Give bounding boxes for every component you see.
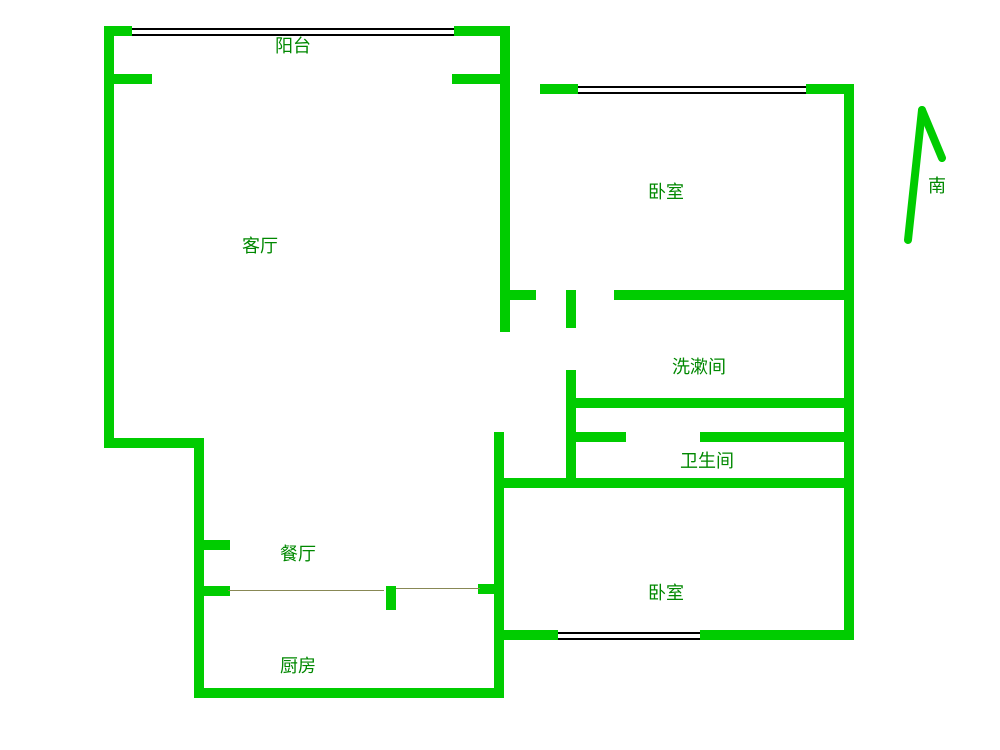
wall-segment xyxy=(700,630,854,640)
wall-segment xyxy=(386,586,396,610)
wall-segment xyxy=(566,398,854,408)
wall-segment xyxy=(194,438,204,696)
wall-segment xyxy=(194,586,230,596)
window-line xyxy=(132,28,454,30)
wall-segment xyxy=(194,688,504,698)
label-bedroom-top: 卧室 xyxy=(648,178,684,204)
wall-segment xyxy=(566,290,576,328)
wall-segment xyxy=(806,84,854,94)
wall-segment xyxy=(700,432,854,442)
wall-segment xyxy=(194,540,230,550)
wall-segment xyxy=(540,84,578,94)
wall-segment xyxy=(478,584,504,594)
wall-segment xyxy=(104,74,152,84)
label-balcony: 阳台 xyxy=(275,32,311,58)
compass-label: 南 xyxy=(928,172,946,198)
label-living-room: 客厅 xyxy=(242,232,278,258)
wall-segment xyxy=(494,630,558,640)
wall-segment xyxy=(566,370,576,488)
window-line xyxy=(558,632,700,634)
window-line xyxy=(578,92,806,94)
label-dining-room: 餐厅 xyxy=(280,540,316,566)
wall-segment xyxy=(500,290,536,300)
wall-segment xyxy=(844,84,854,640)
wall-segment xyxy=(566,432,626,442)
wall-segment xyxy=(494,478,854,488)
label-bedroom-bottom: 卧室 xyxy=(648,579,684,605)
window-line xyxy=(578,86,806,88)
floorplan-canvas: 阳台 客厅 卧室 洗漱间 卫生间 卧室 餐厅 厨房 南 xyxy=(0,0,1000,750)
label-bathroom: 卫生间 xyxy=(680,447,734,473)
thin-divider xyxy=(396,588,480,589)
wall-segment xyxy=(494,432,504,698)
label-washroom: 洗漱间 xyxy=(672,353,726,379)
wall-segment xyxy=(104,26,114,448)
window-line xyxy=(558,638,700,640)
label-kitchen: 厨房 xyxy=(280,652,316,678)
wall-segment xyxy=(104,438,204,448)
wall-segment xyxy=(104,26,132,36)
wall-segment xyxy=(614,290,854,300)
thin-divider xyxy=(228,590,384,591)
wall-segment xyxy=(452,74,510,84)
